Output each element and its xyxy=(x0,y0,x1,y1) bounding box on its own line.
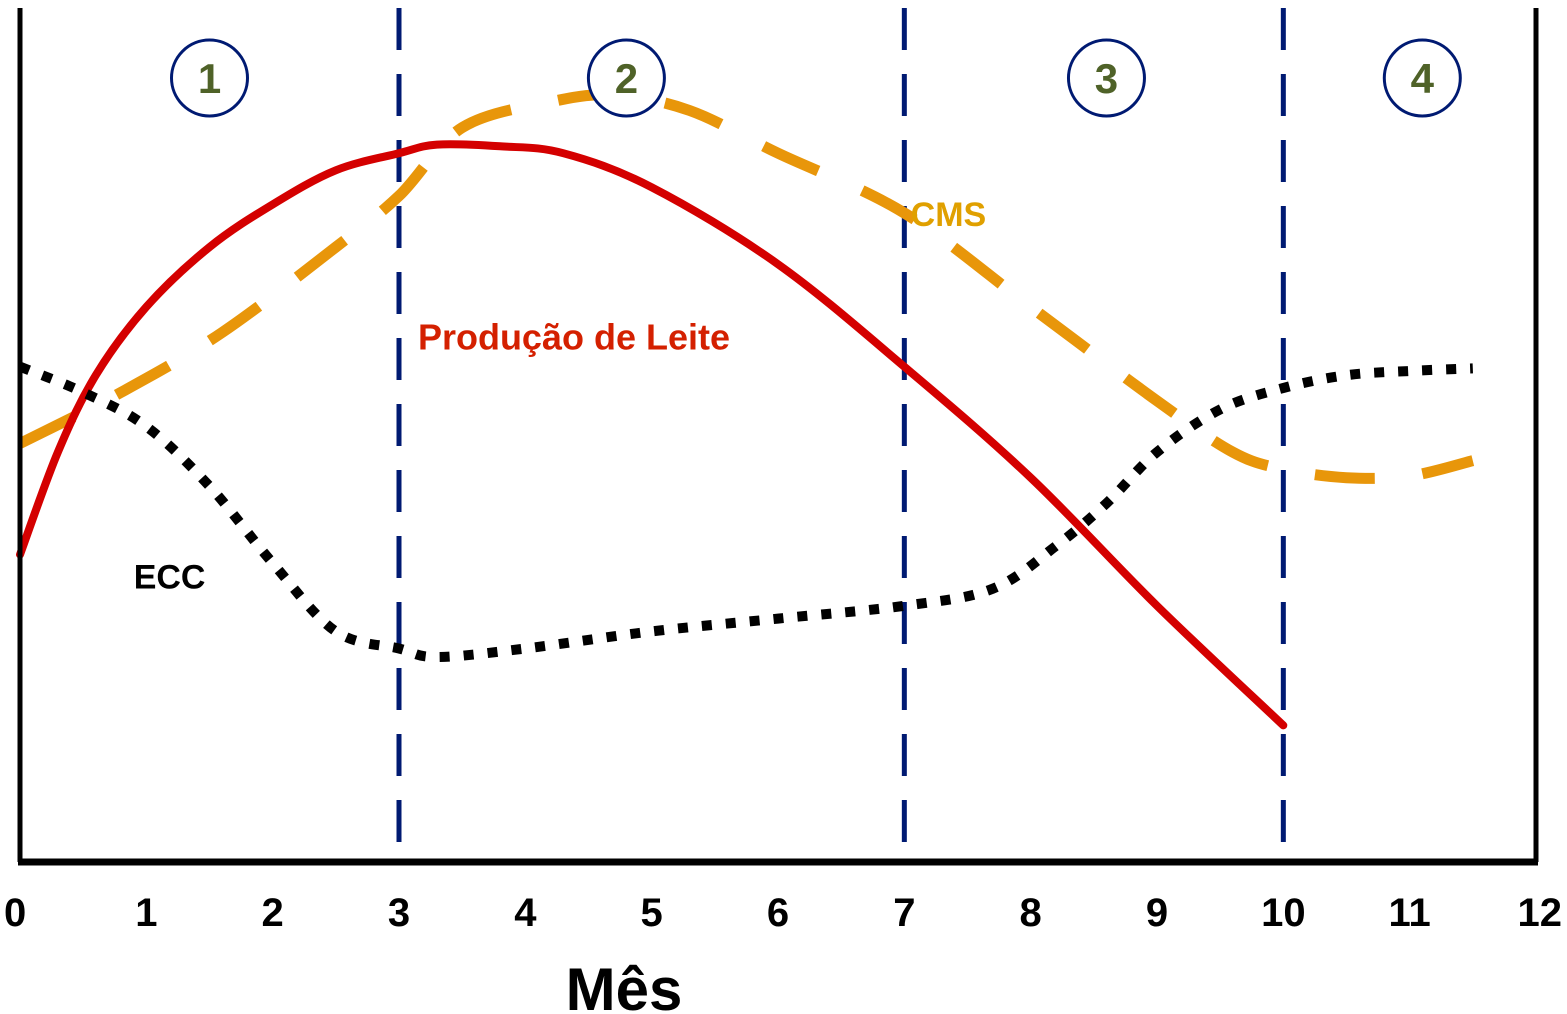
phase-badges: 1 2 3 4 xyxy=(170,38,1462,118)
x-tick-label: 5 xyxy=(641,891,663,935)
phase-boundary-lines xyxy=(396,8,1286,862)
x-tick-label: 4 xyxy=(514,891,537,935)
series-line-dotted xyxy=(18,362,1473,662)
series-line-dashed xyxy=(17,89,1475,484)
x-tick-label: 11 xyxy=(1389,891,1431,935)
series-layer xyxy=(16,89,1475,730)
phase-badge: 4 xyxy=(1382,38,1462,118)
axes xyxy=(17,8,1539,866)
series-labels: Produção de Leite CMS ECC xyxy=(134,196,987,597)
x-tick-label: 9 xyxy=(1146,891,1168,935)
phase-badge: 2 xyxy=(586,38,666,118)
phase-badge-circle xyxy=(586,38,666,118)
x-tick-label: 3 xyxy=(388,891,410,935)
phase-badge: 1 xyxy=(170,38,249,118)
x-axis-label: Mês xyxy=(566,956,683,1014)
x-tick-label: 6 xyxy=(767,891,789,935)
phase-badge-circle xyxy=(170,38,249,118)
x-tick-label: 2 xyxy=(262,891,284,935)
phase-badge-label: 3 xyxy=(1095,55,1118,102)
x-tick-label: 7 xyxy=(893,891,915,935)
phase-badge: 3 xyxy=(1066,38,1146,118)
series-label: ECC xyxy=(134,559,206,597)
phase-badge-circle xyxy=(1382,38,1462,118)
x-tick-label: 8 xyxy=(1020,891,1042,935)
x-tick-label: 10 xyxy=(1261,891,1306,935)
series-label: Produção de Leite xyxy=(418,317,730,358)
x-tick-label: 12 xyxy=(1518,891,1563,935)
phase-badge-circle xyxy=(1066,38,1146,118)
x-tick-label: 1 xyxy=(135,891,157,935)
x-tick-labels: 0 1 2 3 4 5 6 7 8 9 10 11 12 xyxy=(4,891,1562,935)
phase-badge-label: 1 xyxy=(198,55,221,102)
phase-badge-label: 2 xyxy=(615,55,638,102)
series-line-solid xyxy=(16,140,1288,730)
series-label: CMS xyxy=(911,196,987,234)
phase-badge-label: 4 xyxy=(1411,55,1435,102)
x-tick-label: 0 xyxy=(4,891,26,935)
